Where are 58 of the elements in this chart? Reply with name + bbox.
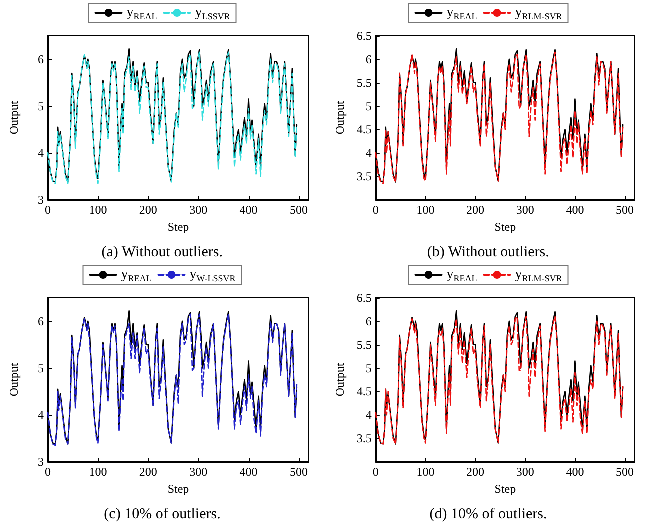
y-tick-label: 3.5 [356,170,372,184]
y-tick-label: 6 [366,314,372,328]
x-tick-label: 200 [139,203,158,217]
x-tick-label: 400 [566,203,584,217]
x-tick-label: 0 [45,203,51,217]
x-tick-label: 400 [240,465,258,479]
x-tick-label: 200 [466,465,485,479]
x-tick-label: 0 [45,465,51,479]
y-tick-label: 6 [366,52,372,66]
y-tick-label: 4 [38,408,44,422]
x-tick-label: 100 [89,465,108,479]
x-tick-label: 500 [290,203,308,217]
x-tick-label: 100 [416,465,435,479]
y-tick-label: 4 [366,408,372,422]
x-tick-label: 200 [139,465,158,479]
x-tick-label: 500 [616,203,634,217]
y-axis-title: Output [333,100,347,135]
text: (a) Without outliers. [102,244,223,260]
text: (d) 10% of outliers. [430,506,548,522]
x-tick-label: 300 [190,465,208,479]
text: (c) 10% of outliers. [104,506,221,522]
x-tick-label: 400 [566,465,584,479]
y-tick-label: 6.5 [356,291,372,305]
x-tick-label: 300 [516,203,534,217]
y-axis-title: Output [333,362,347,397]
x-tick-label: 500 [616,465,634,479]
y-tick-label: 4 [38,146,44,160]
x-tick-label: 100 [89,203,108,217]
x-tick-label: 200 [466,203,485,217]
y-tick-label: 5 [366,99,372,114]
x-tick-label: 300 [190,203,208,217]
x-tick-label: 300 [516,465,534,479]
text: (b) Without outliers. [427,244,550,260]
y-tick-label: 3.5 [356,432,372,446]
y-tick-label: 4 [366,146,372,160]
y-tick-label: 3 [38,193,44,207]
y-tick-label: 6 [38,314,44,328]
y-tick-label: 5 [38,99,44,114]
y-tick-label: 4.5 [356,122,372,137]
x-tick-label: 500 [290,465,308,479]
x-tick-label: 100 [416,203,435,217]
x-tick-label: 0 [372,203,379,217]
y-tick-label: 5.5 [356,76,372,90]
x-axis-title: Step [168,482,190,496]
y-tick-label: 5.5 [356,338,372,352]
y-tick-label: 4.5 [356,384,372,399]
y-axis-title: Output [7,362,21,397]
y-tick-label: 6.5 [356,29,372,43]
y-tick-label: 5 [366,361,372,376]
y-tick-label: 6 [38,52,44,66]
x-axis-title: Step [168,220,190,234]
x-tick-label: 400 [240,203,258,217]
x-tick-label: 0 [372,465,379,479]
y-tick-label: 3 [38,455,44,469]
x-axis-title: Step [494,482,516,496]
x-axis-title: Step [494,220,516,234]
y-axis-title: Output [7,100,21,135]
y-tick-label: 5 [38,361,44,376]
